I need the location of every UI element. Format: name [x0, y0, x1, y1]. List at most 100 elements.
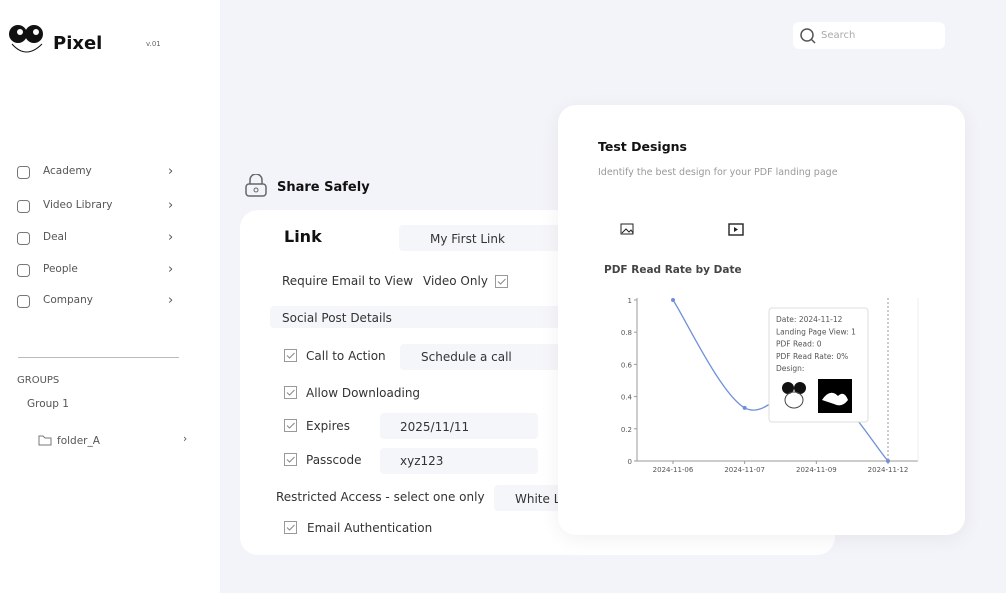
checkmark	[286, 524, 295, 531]
folder-icon	[38, 435, 52, 446]
tooltip-text: Design:	[776, 364, 804, 373]
point	[886, 459, 890, 463]
test-card: Test Designs Identify the best design fo…	[558, 105, 965, 535]
checkmark	[286, 422, 295, 429]
image-icon[interactable]	[620, 223, 634, 235]
nav-icon	[17, 232, 30, 245]
chevron: ›	[168, 164, 174, 179]
social-post: Social Post Details	[282, 311, 392, 325]
owl-body	[784, 391, 804, 409]
nav-icon	[17, 200, 30, 213]
link-name: My First Link	[430, 232, 505, 246]
design-shape	[822, 392, 848, 406]
icon-shape	[17, 295, 30, 308]
link-label: Link	[284, 227, 322, 246]
allow-downloading: Allow Downloading	[306, 386, 421, 400]
icon-shape	[17, 166, 30, 179]
group-item[interactable]: Group 1	[27, 398, 69, 410]
expires-input[interactable]: 2025/11/11	[380, 413, 538, 439]
tooltip-text: Landing Page View: 1	[776, 327, 856, 336]
checkbox[interactable]	[284, 349, 297, 362]
nav-item[interactable]: Company	[43, 294, 93, 306]
checkmark	[497, 278, 506, 285]
y-tick-label: 0.8	[621, 329, 632, 337]
expires-value: 2025/11/11	[400, 420, 470, 434]
owl-eye	[782, 382, 794, 394]
folder-item[interactable]: folder_A	[57, 435, 100, 447]
nav-icon	[17, 264, 30, 277]
checkbox[interactable]	[284, 386, 297, 399]
call-to-action: Call to Action	[306, 349, 386, 363]
brand-name: Pixel	[53, 33, 103, 54]
nav-item[interactable]: People	[43, 263, 78, 275]
checkbox-box	[284, 521, 297, 534]
x-tick-label: 2024-11-07	[724, 466, 765, 474]
icon-shape	[17, 232, 30, 245]
checkbox-box	[284, 349, 297, 362]
checkmark	[286, 352, 295, 359]
y-tick-label: 0.4	[621, 394, 633, 402]
restricted-value: White Li	[515, 492, 564, 506]
nav-item[interactable]: Academy	[43, 165, 92, 177]
x-tick-label: 2024-11-09	[796, 466, 837, 474]
search-placeholder: Search	[821, 30, 856, 41]
checkmark	[286, 456, 295, 463]
checkbox[interactable]	[284, 521, 297, 534]
point	[742, 405, 747, 410]
restricted: Restricted Access - select one only	[276, 490, 485, 504]
nav-icon	[17, 295, 30, 308]
test-subtitle: Identify the best design for your PDF la…	[598, 167, 838, 178]
tooltip-text: Date: 2024-11-12	[776, 315, 843, 324]
require-email: Require Email to View	[282, 274, 414, 288]
nav-icon	[17, 166, 30, 179]
checkbox[interactable]	[495, 275, 508, 288]
checkbox[interactable]	[284, 453, 297, 466]
search-box[interactable]: Search	[793, 22, 945, 49]
chevron: ›	[168, 230, 174, 245]
social-row: Social Post Details	[270, 306, 590, 328]
nav-item[interactable]: Deal	[43, 231, 67, 243]
passcode: Passcode	[306, 453, 362, 467]
tooltip-text: PDF Read Rate: 0%	[776, 352, 848, 361]
checkbox[interactable]	[284, 419, 297, 432]
passcode-value: xyz123	[400, 454, 444, 468]
lock-icon	[245, 174, 267, 197]
chart-title: PDF Read Rate by Date	[604, 264, 742, 276]
video-icon[interactable]	[728, 223, 744, 236]
test-title: Test Designs	[598, 139, 687, 154]
y-tick-label: 0	[628, 458, 632, 466]
icon-shape	[17, 264, 30, 277]
tooltip-text: PDF Read: 0	[776, 340, 822, 349]
cta-value: Schedule a call	[421, 350, 512, 364]
video-only: Video Only	[423, 274, 488, 288]
email-auth: Email Authentication	[307, 521, 433, 535]
x-tick-label: 2024-11-06	[653, 466, 694, 474]
sidebar: Pixel v.01 Academy › Video Library › Deal › Pe…	[0, 0, 220, 593]
share-title: Share Safely	[277, 180, 370, 195]
point	[671, 298, 675, 302]
search-icon	[800, 28, 816, 44]
passcode-input[interactable]: xyz123	[380, 448, 538, 474]
chevron: ›	[168, 293, 174, 308]
y-tick-label: 0.6	[621, 361, 633, 369]
expires: Expires	[306, 419, 350, 433]
x-tick-label: 2024-11-12	[868, 466, 909, 474]
logo	[9, 25, 43, 53]
checkbox-box	[284, 453, 297, 466]
chevron: ›	[168, 262, 174, 277]
version: v.01	[146, 40, 161, 48]
divider	[18, 357, 179, 358]
checkbox-box	[495, 275, 508, 288]
checkbox-box	[284, 419, 297, 432]
checkbox-box	[284, 386, 297, 399]
chevron: ›	[168, 198, 174, 213]
y-tick-label: 1	[628, 297, 632, 305]
nav-item[interactable]: Video Library	[43, 199, 113, 211]
y-tick-label: 0.2	[621, 426, 632, 434]
owl-eye	[794, 382, 806, 394]
checkmark	[286, 389, 295, 396]
chevron: ›	[183, 433, 188, 445]
groups-title: GROUPS	[17, 375, 60, 386]
